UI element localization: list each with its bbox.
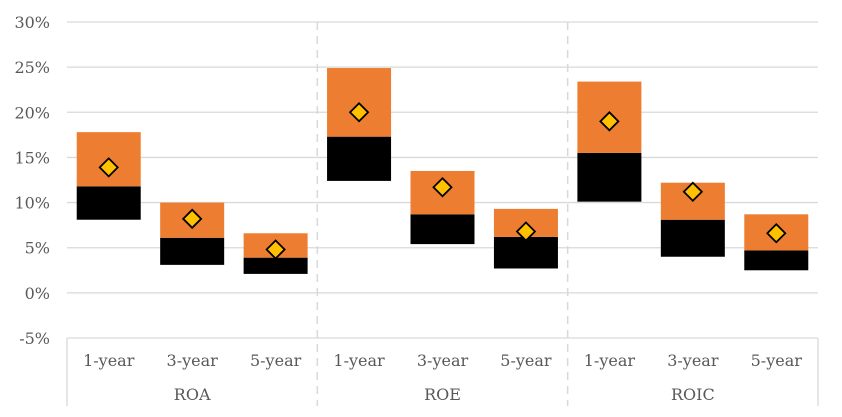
diamond-marker (181, 208, 203, 230)
bar-lower-segment (493, 236, 558, 269)
bar-lower-segment (160, 237, 225, 265)
bar-lower-segment (243, 257, 308, 274)
bar-lower-segment (76, 186, 141, 220)
period-label: 1-year (333, 351, 385, 370)
y-tick-label: -5% (19, 329, 50, 348)
y-tick-label: 20% (14, 103, 50, 122)
y-tick-label: 10% (14, 194, 50, 213)
y-axis: -5% 0% 5% 10% 15% 20% 25% 30% (14, 13, 50, 348)
diamond-marker (98, 157, 119, 178)
diamond-marker (515, 221, 537, 242)
bar-lower-segment (660, 219, 725, 257)
group-label: ROIC (671, 385, 715, 404)
period-label: 3-year (667, 351, 719, 370)
bars (76, 68, 809, 274)
diamond-marker (432, 176, 453, 198)
diamond-marker (682, 181, 704, 203)
diamond-marker (766, 222, 787, 244)
y-tick-label: 15% (14, 148, 50, 167)
bar-lower-segment (327, 136, 392, 181)
period-label: 1-year (83, 351, 135, 370)
period-label: 3-year (167, 351, 219, 370)
y-tick-label: 0% (25, 284, 50, 303)
period-label: 1-year (584, 351, 636, 370)
diamond-marker (348, 102, 370, 123)
y-tick-label: 5% (25, 239, 50, 258)
period-label: 5-year (500, 351, 552, 370)
y-tick-label: 30% (14, 13, 50, 32)
group-label: ROA (174, 385, 211, 404)
bar-lower-segment (577, 152, 642, 202)
period-label: 3-year (417, 351, 469, 370)
bar-lower-segment (744, 250, 809, 271)
markers (98, 102, 787, 260)
period-label: 5-year (751, 351, 803, 370)
bar-lower-segment (410, 214, 475, 245)
group-label: ROE (424, 385, 461, 404)
y-tick-label: 25% (14, 58, 50, 77)
period-label: 5-year (250, 351, 302, 370)
diamond-marker (599, 111, 620, 132)
x-axis: 1-year 3-year 5-year 1-year 3-year 5-year 1-ye… (66, 22, 819, 406)
diamond-marker (265, 239, 286, 260)
